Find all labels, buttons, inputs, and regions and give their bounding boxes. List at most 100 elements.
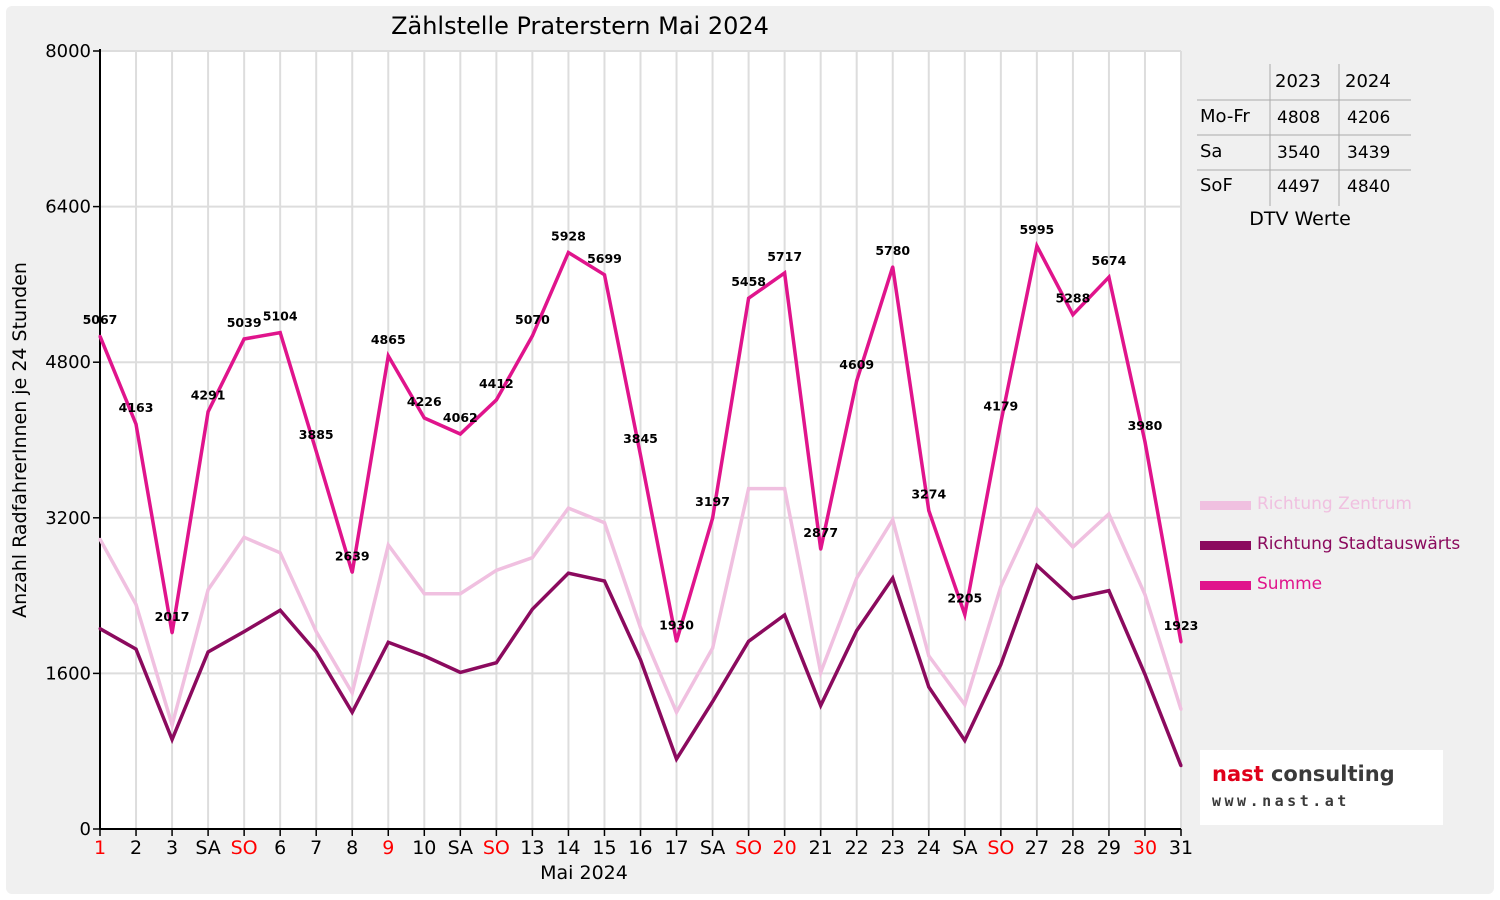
data-point (891, 576, 895, 580)
data-label: 5067 (83, 312, 118, 327)
data-label: 3197 (695, 494, 730, 509)
x-tick-label: 3 (166, 837, 178, 859)
data-point (350, 710, 354, 714)
data-label: 5039 (227, 315, 262, 330)
data-point (98, 537, 102, 541)
series-1 (98, 486, 1183, 732)
y-tick-label: 8000 (45, 41, 91, 62)
data-point (386, 543, 390, 547)
data-point (1035, 244, 1039, 248)
data-point (566, 251, 570, 255)
x-tick-label-holiday: SO (735, 837, 762, 859)
data-label: 2017 (155, 609, 190, 624)
x-tick-label-holiday: 30 (1133, 837, 1157, 859)
dtv-cell-value: 4206 (1347, 108, 1391, 128)
dtv-cell-value: 4808 (1277, 108, 1321, 128)
dtv-cell-value: 4497 (1277, 177, 1321, 197)
x-tick-label-holiday: 20 (773, 837, 797, 859)
x-tick-label: 7 (310, 837, 322, 859)
data-point (170, 723, 174, 727)
x-tick-label-holiday: SO (483, 837, 510, 859)
data-point (639, 453, 642, 457)
legend-swatch (1200, 541, 1251, 550)
data-point (242, 337, 246, 341)
data-point (422, 416, 426, 420)
data-point (1179, 707, 1183, 711)
data-point (278, 331, 282, 335)
dtv-table: 2023 2024 Mo-Fr 4808 4206 Sa 3540 3439 S… (1197, 64, 1411, 206)
data-point (98, 627, 102, 631)
data-point (98, 334, 102, 338)
data-point (819, 547, 823, 551)
data-point (134, 602, 138, 606)
dtv-row-label: SoF (1200, 175, 1233, 196)
data-label: 1923 (1164, 618, 1199, 633)
data-point (855, 379, 859, 383)
data-point (1035, 563, 1039, 567)
series-3: 5067 4163 2017 4291 5039 5104 3885 2639 4865 4226… (83, 222, 1199, 644)
legend-label: Richtung Stadtauswärts (1257, 534, 1461, 554)
data-label: 2205 (947, 591, 982, 606)
data-point (458, 432, 462, 436)
data-point (422, 654, 426, 658)
x-tick-label: SA (952, 837, 977, 859)
data-point (639, 658, 642, 662)
data-point (675, 757, 679, 761)
x-axis-label: Mai 2024 (540, 862, 628, 884)
dtv-header-2024: 2024 (1345, 71, 1391, 92)
data-point (927, 685, 931, 689)
y-tick-label: 3200 (45, 508, 91, 529)
data-point (855, 629, 859, 633)
data-point (999, 663, 1003, 667)
data-point (1071, 545, 1075, 549)
logo-brand-primary: nast (1212, 762, 1264, 786)
x-tick-label: 28 (1061, 837, 1085, 859)
x-tick-label-holiday: 9 (382, 837, 394, 859)
x-tick-label: 16 (628, 837, 652, 859)
data-point (891, 518, 895, 522)
x-tick-label: 6 (274, 837, 286, 859)
data-point (602, 273, 606, 277)
x-tick-label: 21 (809, 837, 833, 859)
data-label: 3885 (299, 427, 334, 442)
legend-swatch (1200, 501, 1251, 510)
x-tick-label: 29 (1097, 837, 1121, 859)
y-tick-label: 6400 (45, 197, 91, 218)
data-point (242, 535, 246, 539)
data-point (963, 613, 967, 617)
x-tick-label-holiday: 1 (94, 837, 106, 859)
data-point (278, 551, 282, 555)
data-point (1035, 507, 1039, 511)
legend-label: Summe (1257, 574, 1323, 594)
data-point (999, 421, 1003, 425)
data-point (1107, 512, 1111, 516)
data-label: 4062 (443, 410, 478, 425)
data-point (747, 296, 751, 300)
y-tick-label: 0 (80, 819, 91, 840)
x-tick-label: 22 (845, 837, 869, 859)
data-point (566, 506, 570, 510)
logo-wordmark: nast consulting (1212, 762, 1395, 786)
data-point (422, 592, 426, 596)
data-label: 5458 (731, 274, 766, 289)
data-label: 4179 (983, 399, 1018, 414)
dtv-row-label: Sa (1200, 141, 1223, 162)
data-point (458, 670, 462, 674)
data-point (675, 710, 679, 714)
data-point (206, 650, 210, 654)
x-tick-label-holiday: SO (231, 837, 258, 859)
dtv-cell-value: 3439 (1347, 143, 1391, 163)
data-label: 4291 (191, 388, 226, 403)
data-point (530, 334, 534, 338)
data-point (783, 613, 787, 617)
data-point (602, 579, 606, 583)
data-point (783, 487, 787, 491)
data-point (206, 588, 210, 592)
data-point (747, 487, 751, 491)
x-tick-label: 27 (1025, 837, 1049, 859)
data-point (819, 670, 823, 674)
dtv-cell-value: 3540 (1277, 143, 1321, 163)
dtv-caption: DTV Werte (1249, 208, 1351, 230)
data-point (350, 570, 354, 574)
data-point (747, 639, 751, 643)
